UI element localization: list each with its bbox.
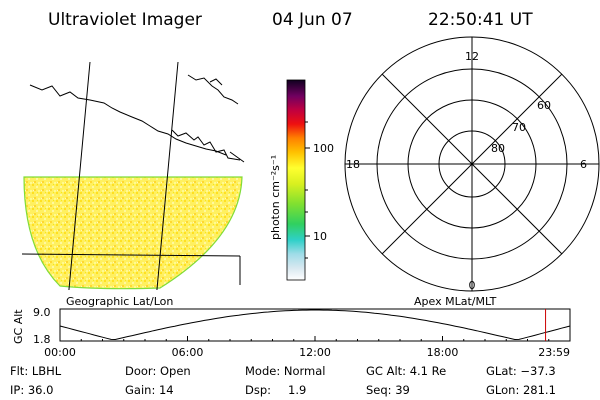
glat-status: GLat: −37.3 <box>486 364 556 378</box>
polar-panel-label: Apex MLat/MLT <box>414 295 497 308</box>
colorbar: 100 10 photon cm⁻²s⁻¹ <box>269 79 334 281</box>
altitude-plot <box>59 308 571 342</box>
time-tick-1800: 18:00 <box>427 346 459 359</box>
latlon-grid <box>22 61 241 290</box>
altitude-ylabel: GC Alt <box>12 309 25 344</box>
time-tick-0600: 06:00 <box>172 346 204 359</box>
auroral-image <box>23 176 243 290</box>
mlt-18-label: 18 <box>346 158 360 171</box>
coastline-islands <box>171 129 245 163</box>
time-axis-ticks <box>59 336 571 341</box>
altitude-ymin: 1.8 <box>33 333 51 346</box>
coastline-north <box>187 74 239 105</box>
observation-time: 22:50:41 UT <box>428 10 533 30</box>
door-status: Door: Open <box>125 364 191 378</box>
altitude-ymax: 9.0 <box>33 306 51 319</box>
filter-status: Flt: LBHL <box>10 364 62 378</box>
time-tick-0000: 00:00 <box>44 346 76 359</box>
colorbar-label: photon cm⁻²s⁻¹ <box>269 155 282 240</box>
mlat-80-label: 80 <box>491 142 505 155</box>
colorbar-tick-100: 100 <box>313 142 334 155</box>
instrument-title: Ultraviolet Imager <box>48 10 202 30</box>
glon-status: GLon: 281.1 <box>486 383 556 397</box>
geographic-panel <box>22 61 245 290</box>
polar-plot <box>344 36 600 292</box>
gain-status: Gain: 14 <box>125 383 174 397</box>
mlt-0-label: 0 <box>469 279 476 292</box>
time-tick-1200: 12:00 <box>299 346 331 359</box>
dsp-value: 1.9 <box>288 383 306 397</box>
observation-date: 04 Jun 07 <box>272 10 353 30</box>
mlt-6-label: 6 <box>580 158 587 171</box>
mlt-12-label: 12 <box>465 50 479 63</box>
time-tick-2359: 23:59 <box>538 346 570 359</box>
mode-status: Mode: Normal <box>245 364 325 378</box>
colorbar-tick-10: 10 <box>313 230 327 243</box>
mlat-60-label: 60 <box>537 99 551 112</box>
seq-status: Seq: 39 <box>366 383 410 397</box>
dsp-label: Dsp: <box>245 383 271 397</box>
altitude-curve <box>59 309 571 341</box>
coastline <box>29 84 227 156</box>
ip-status: IP: 36.0 <box>10 383 53 397</box>
gc-alt-status: GC Alt: 4.1 Re <box>366 364 446 378</box>
geo-panel-label: Geographic Lat/Lon <box>66 295 173 308</box>
mlat-70-label: 70 <box>512 121 526 134</box>
